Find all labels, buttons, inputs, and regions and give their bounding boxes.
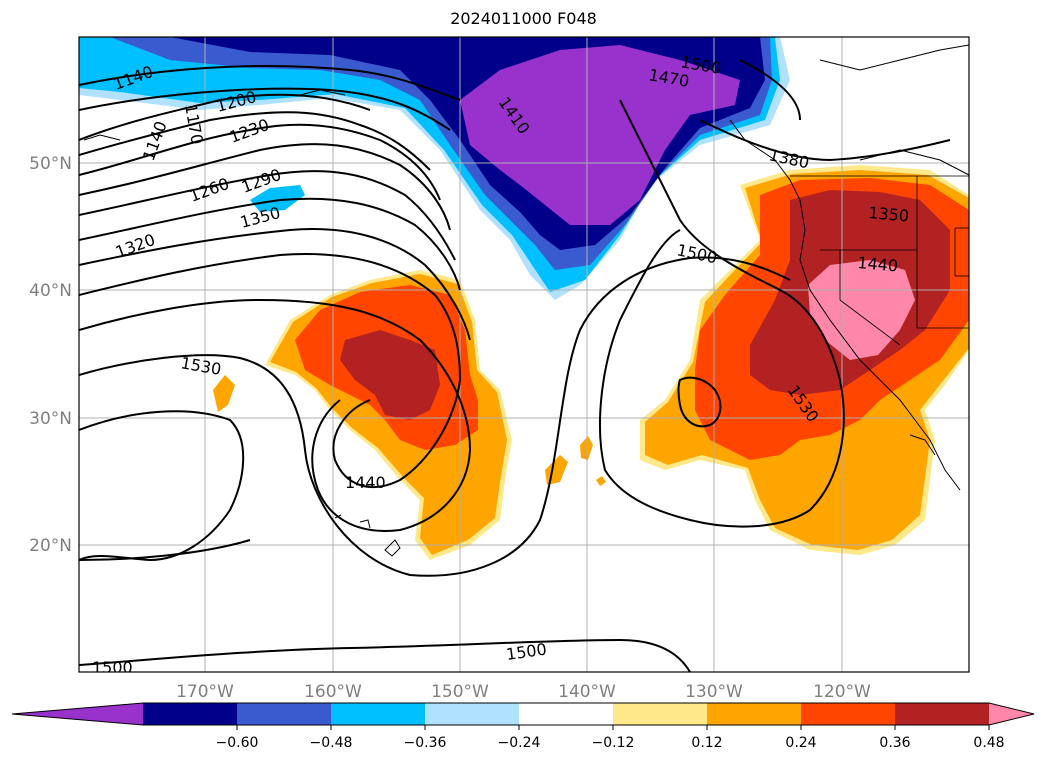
colorbar-tick-label: −0.48 [310, 735, 353, 751]
colorbar-segment [237, 703, 332, 725]
lon-label: 140°W [558, 682, 616, 702]
colorbar-tick-label: −0.24 [498, 735, 541, 751]
colorbar-segment [331, 703, 426, 725]
lat-label: 30°N [29, 409, 72, 429]
colorbar: −0.60 −0.48 −0.36 −0.24 −0.12 0.12 0.24 0.36 0.4… [12, 703, 1047, 751]
lon-label: 150°W [431, 682, 489, 702]
colorbar-segment [425, 703, 520, 725]
colorbar-segment [895, 703, 990, 725]
contour-label: 1500 [92, 658, 133, 677]
colorbar-tick-label: 0.12 [691, 735, 722, 751]
colorbar-tick-label: 0.48 [973, 735, 1004, 751]
lon-label: 130°W [685, 682, 743, 702]
colorbar-segment [707, 703, 802, 725]
lat-label: 20°N [29, 536, 72, 556]
colorbar-tick-label: −0.12 [592, 735, 635, 751]
lon-label: 170°W [176, 682, 234, 702]
colorbar-tick-label: 0.36 [879, 735, 910, 751]
lon-label: 160°W [304, 682, 362, 702]
colorbar-segment [613, 703, 708, 725]
colorbar-segment [519, 703, 614, 725]
colorbar-extend-max [989, 703, 1034, 725]
colorbar-segment [143, 703, 238, 725]
contour-label: 1440 [345, 473, 386, 492]
lat-label: 40°N [29, 281, 72, 301]
colorbar-tick-label: 0.24 [785, 735, 816, 751]
colorbar-tick-label: −0.36 [404, 735, 447, 751]
colorbar-tick-label: −0.60 [216, 735, 259, 751]
lon-label: 120°W [813, 682, 871, 702]
contour-label: 1350 [868, 203, 910, 225]
lat-label: 50°N [29, 154, 72, 174]
colorbar-extend-min [12, 703, 143, 725]
colorbar-segment [801, 703, 896, 725]
contour-label: 1440 [857, 253, 899, 275]
